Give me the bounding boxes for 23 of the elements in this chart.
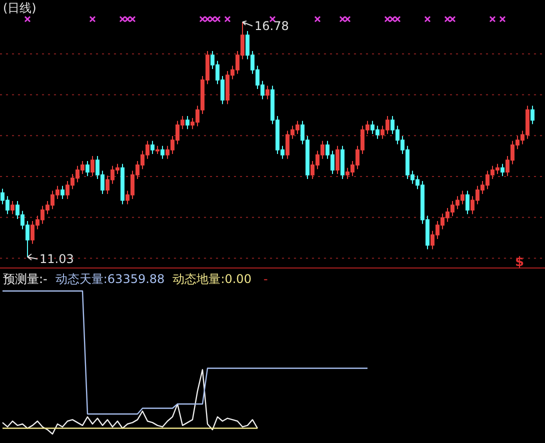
candlestick [530, 105, 534, 125]
candlestick [90, 156, 94, 177]
candlestick [186, 116, 190, 130]
text: 动态地量:0.00 [172, 272, 252, 286]
candlestick [336, 145, 340, 175]
candlestick [156, 145, 160, 155]
series-label: 动态天量:63359.88 [55, 272, 165, 286]
chart-title: (日线) [3, 1, 36, 15]
text: 预测量:- [3, 272, 48, 286]
candlestick [500, 163, 504, 177]
candlestick [340, 145, 344, 180]
candlestick [86, 160, 90, 177]
text: - [263, 272, 268, 286]
candlestick [120, 163, 124, 205]
annotation: 11.03 [40, 252, 74, 266]
candlestick [266, 85, 270, 100]
candlestick [466, 190, 470, 215]
annotation: 16.78 [254, 19, 289, 33]
candlestick [150, 140, 154, 155]
candlestick [60, 185, 64, 200]
annotation: $ [515, 255, 524, 270]
candlestick [160, 145, 164, 160]
candlestick [10, 200, 14, 215]
